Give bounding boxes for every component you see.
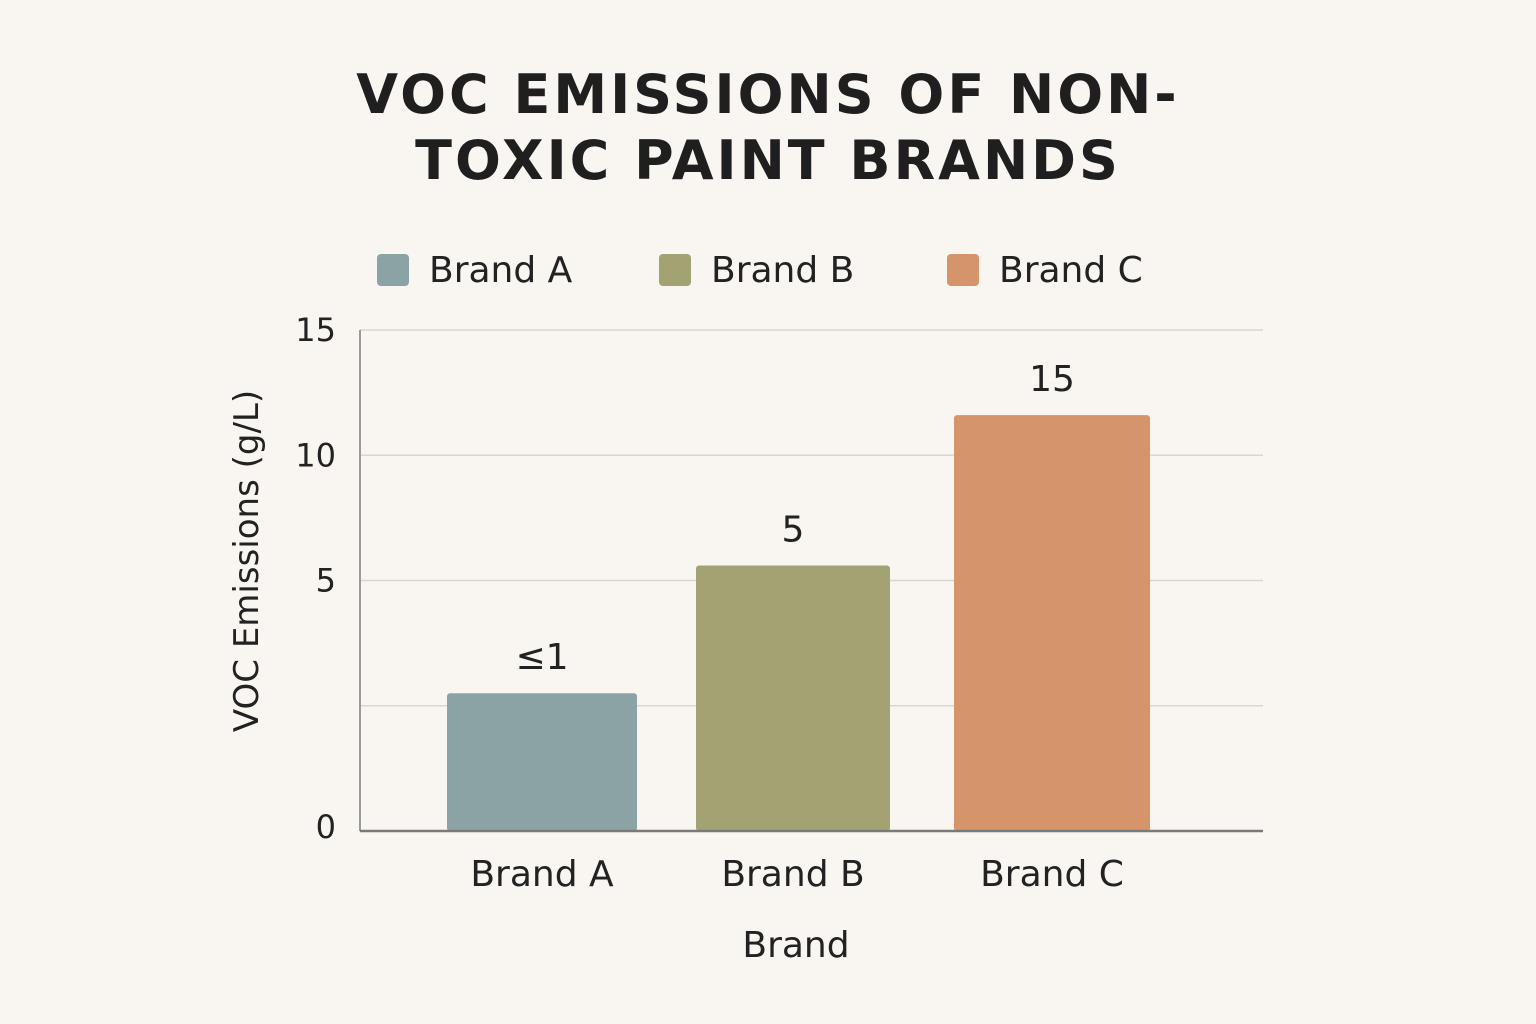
data-label: ≤1 [515, 637, 568, 678]
y-tick-label: 5 [316, 562, 336, 600]
data-label: 15 [1029, 359, 1075, 400]
y-tick-label: 10 [295, 436, 336, 474]
legend-swatch-brand-c [947, 254, 979, 286]
bar-brand-a [447, 693, 637, 831]
y-tick-label: 15 [295, 311, 336, 349]
bar-brand-c [954, 415, 1150, 831]
legend-item-brand-c: Brand C [947, 244, 1143, 296]
y-axis-title: VOC Emissions (g/L) [227, 390, 267, 732]
x-axis-title: Brand [742, 925, 849, 966]
legend-label-brand-c: Brand C [999, 249, 1143, 291]
legend-item-brand-a: Brand A [377, 244, 572, 296]
legend-swatch-brand-b [659, 254, 691, 286]
legend-label-brand-a: Brand A [429, 249, 573, 291]
x-tick-label: Brand C [980, 854, 1124, 895]
y-tick-label: 0 [316, 808, 336, 846]
x-tick-label: Brand A [470, 854, 614, 895]
legend-item-brand-b: Brand B [659, 244, 854, 296]
legend-label-brand-b: Brand B [711, 249, 855, 291]
chart-title-line-2: TOXIC PAINT BRANDS [415, 129, 1121, 192]
bar-brand-b [696, 565, 890, 831]
chart-title-line-1: VOC EMISSIONS OF NON- [356, 63, 1180, 126]
data-label: 5 [782, 509, 805, 550]
chart-legend: Brand A Brand B Brand C [0, 244, 1536, 296]
chart-title: VOC EMISSIONS OF NON- TOXIC PAINT BRANDS [0, 62, 1536, 194]
legend-swatch-brand-a [377, 254, 409, 286]
x-tick-label: Brand B [721, 854, 864, 895]
